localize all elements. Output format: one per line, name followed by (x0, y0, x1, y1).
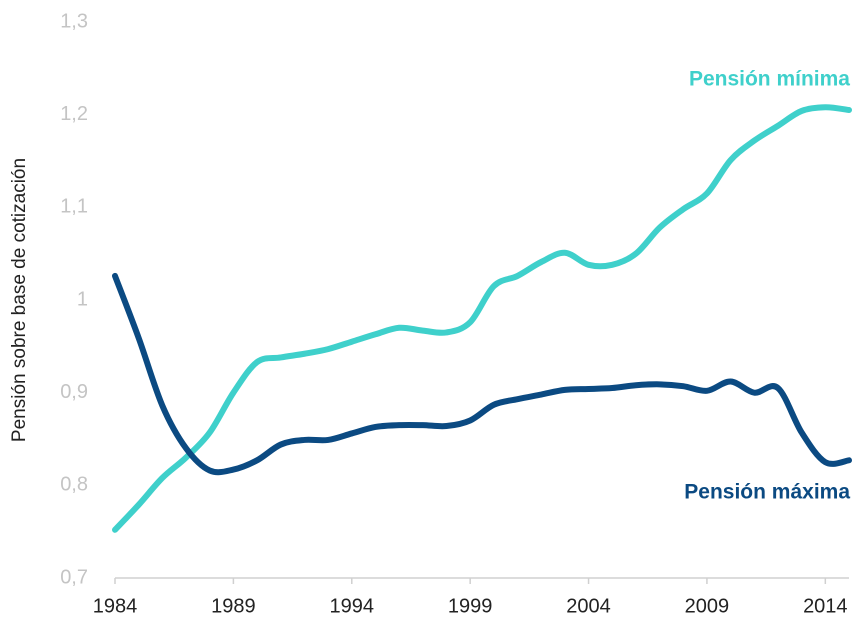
y-tick-label: 1,2 (60, 103, 88, 125)
x-tick-label: 2004 (566, 595, 611, 617)
y-tick-label: 0,7 (60, 566, 88, 588)
y-tick-label: 1,1 (60, 196, 88, 218)
y-axis-label: Pensión sobre base de cotización (9, 158, 30, 442)
y-tick-label: 0,9 (60, 381, 88, 403)
series-label: Pensión mínima (689, 68, 850, 91)
x-tick-label: 1984 (93, 595, 138, 617)
x-tick-label: 1989 (211, 595, 256, 617)
x-tick-label: 2014 (803, 595, 848, 617)
x-tick-label: 2009 (685, 595, 730, 617)
x-tick-label: 1999 (448, 595, 493, 617)
series-label: Pensión máxima (684, 481, 850, 504)
x-tick-label: 1994 (330, 595, 375, 617)
y-tick-label: 0,8 (60, 474, 88, 496)
y-tick-label: 1,3 (60, 10, 88, 32)
series-line (112, 272, 852, 476)
y-tick-label: 1 (77, 288, 88, 310)
series-line (112, 104, 852, 533)
